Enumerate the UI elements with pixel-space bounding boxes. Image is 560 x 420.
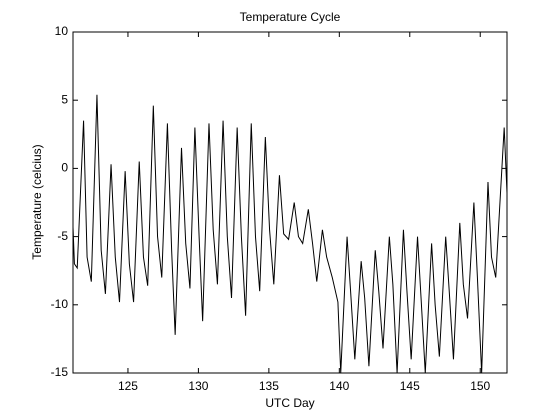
- y-tick-label: 10: [55, 24, 69, 38]
- x-tick-label: 130: [188, 379, 208, 393]
- y-tick-label: 0: [61, 161, 68, 175]
- y-tick-label: 5: [61, 92, 68, 106]
- y-tick-label: -10: [51, 297, 69, 311]
- y-tick-label: -5: [57, 229, 68, 243]
- chart-title: Temperature Cycle: [240, 10, 341, 24]
- line: [73, 94, 507, 373]
- x-tick-label: 135: [259, 379, 279, 393]
- x-axis-label: UTC Day: [265, 396, 314, 410]
- x-tick-label: 125: [118, 379, 138, 393]
- x-tick-label: 140: [329, 379, 349, 393]
- x-tick-label: 145: [400, 379, 420, 393]
- plot-frame: [72, 31, 508, 374]
- x-tick-label: 150: [470, 379, 490, 393]
- y-axis-label: Temperature (celcius): [30, 144, 44, 259]
- y-tick-label: -15: [51, 365, 69, 379]
